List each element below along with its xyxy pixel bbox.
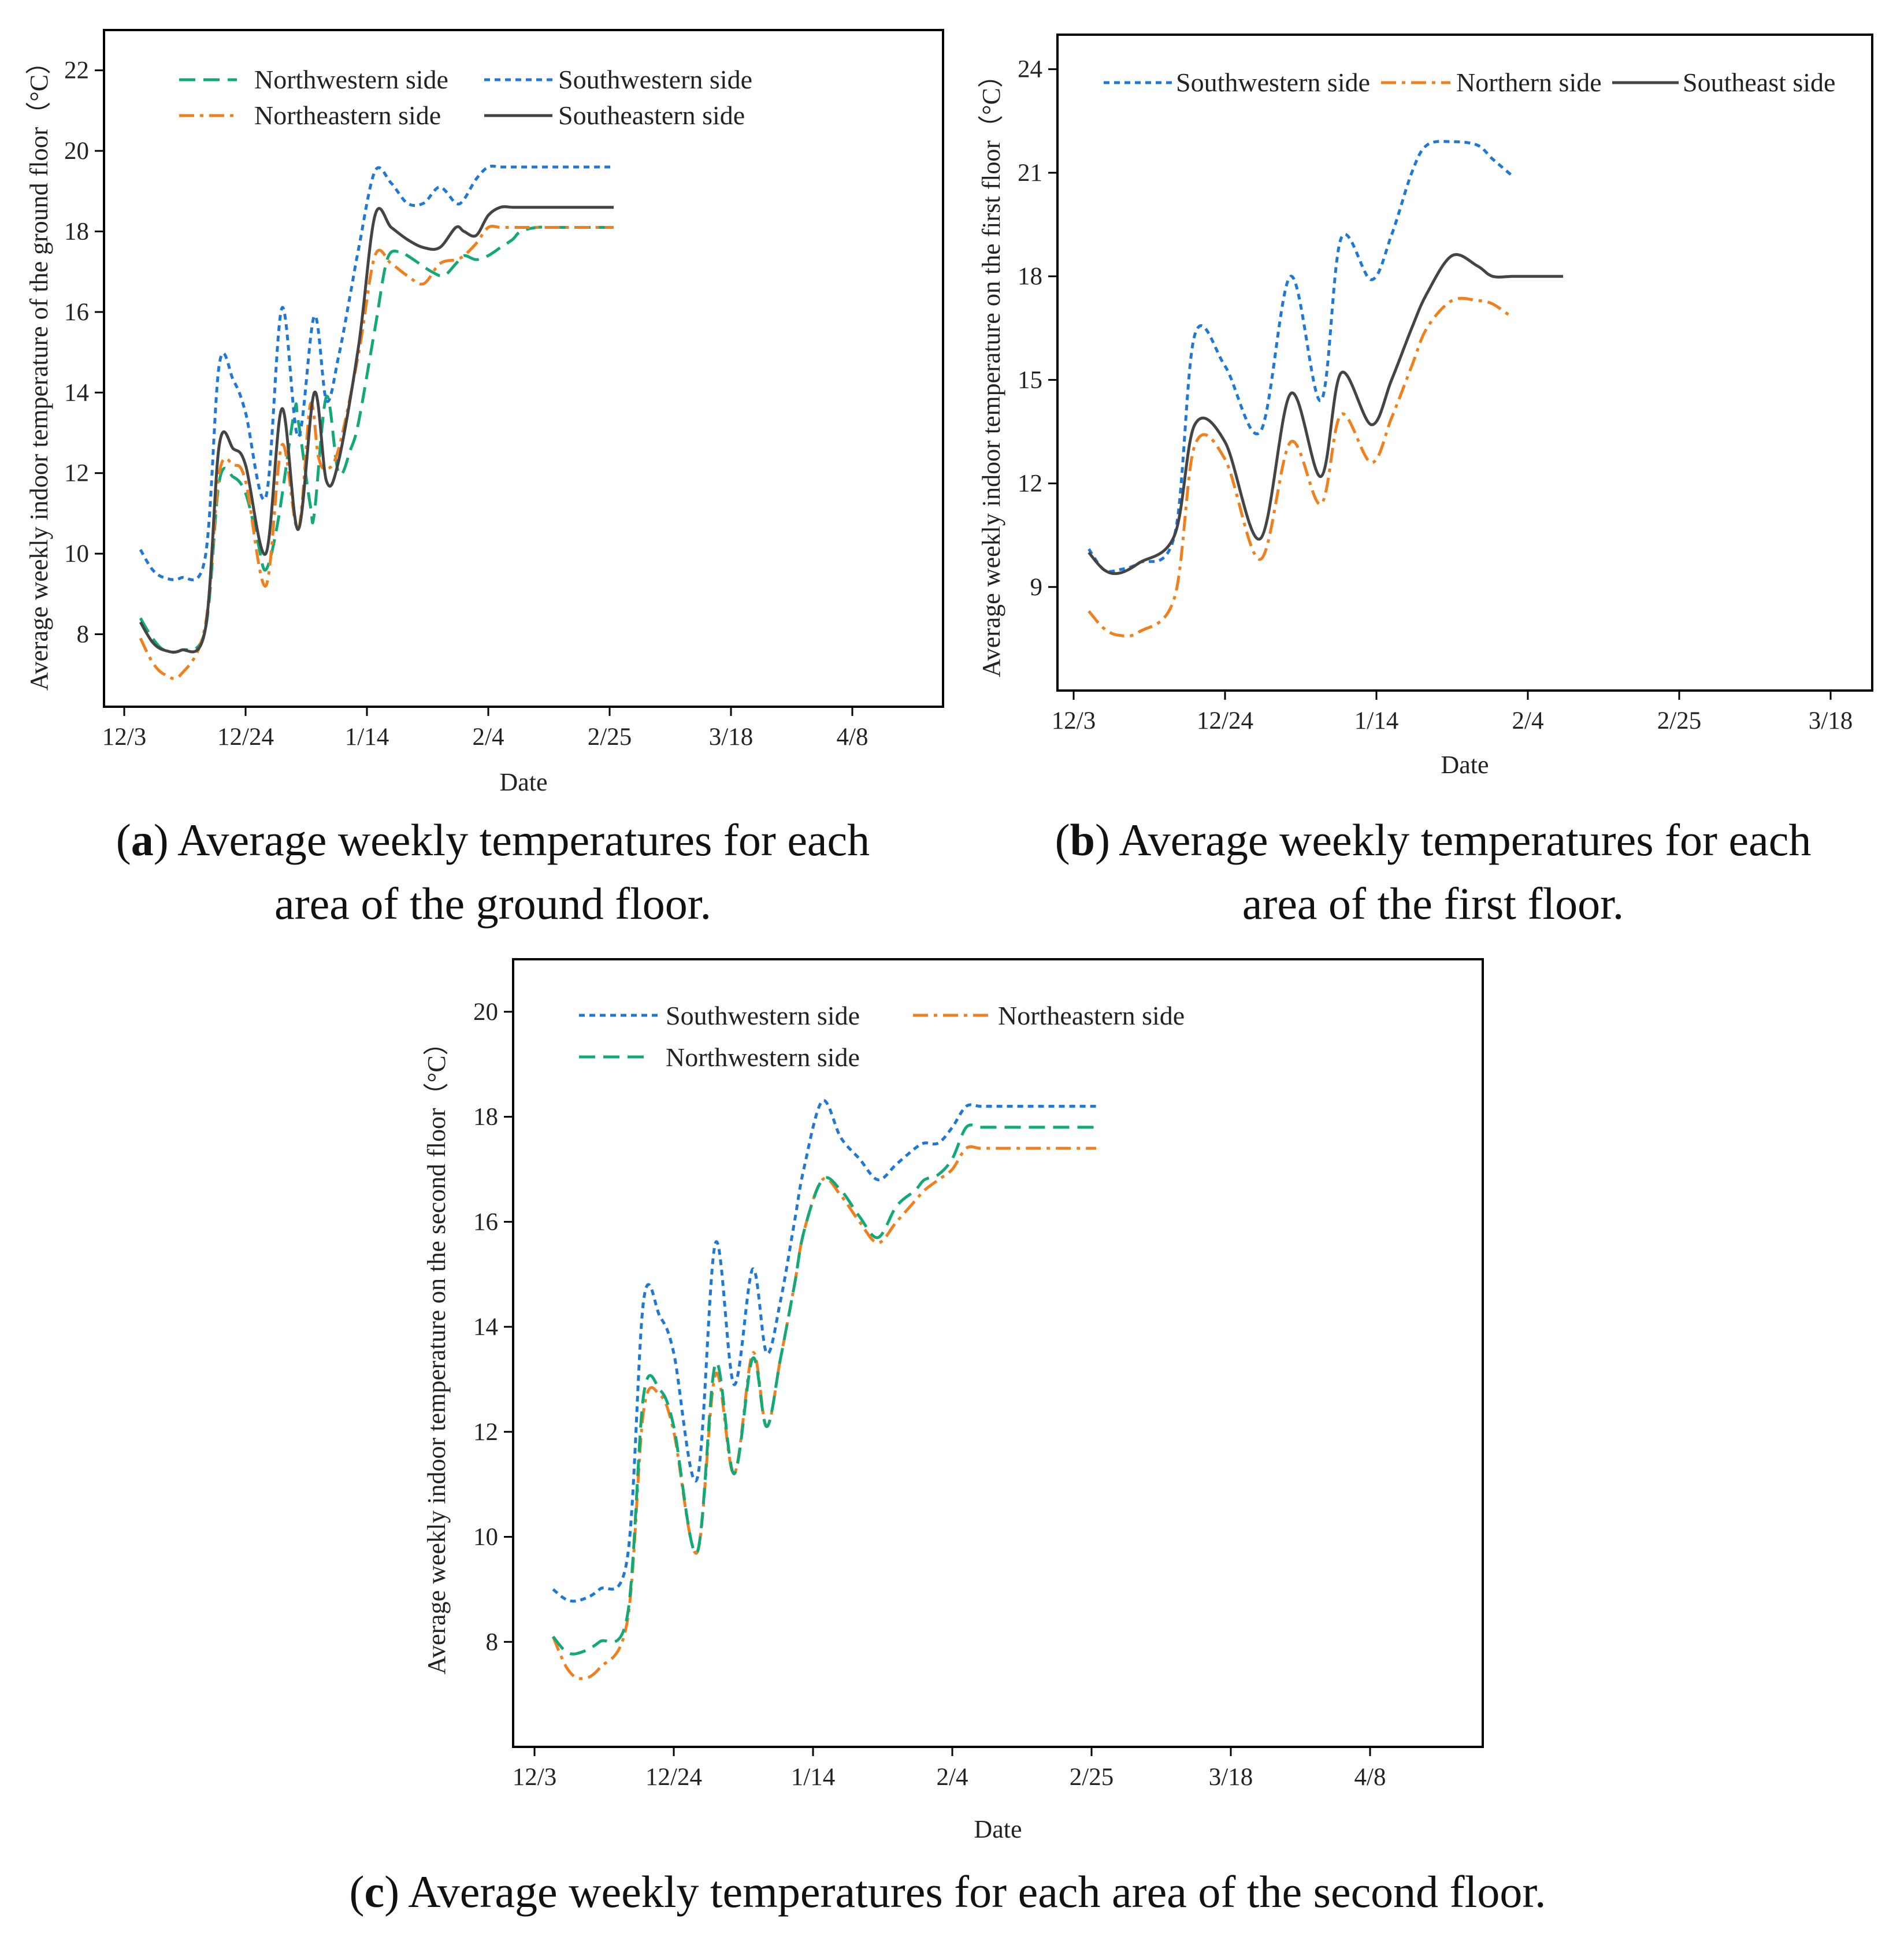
panel-b-y-tick-label: 24 bbox=[1018, 56, 1042, 83]
panel-b-series-lines bbox=[1088, 140, 1564, 638]
panel-c-plot-frame bbox=[512, 958, 1484, 1748]
panel-a-chart: 8 10 12 14 16 18 20 22 12/3 12/24 1/14 2/4 2/25 3/18… bbox=[25, 29, 944, 929]
panel-a-y-tick-label: 10 bbox=[64, 540, 89, 567]
panel-b-x-tick-label: 12/24 bbox=[1197, 707, 1253, 734]
panel-c-legend-northwestern: Northwestern side bbox=[666, 1042, 860, 1072]
panel-b-x-tick-label: 1/14 bbox=[1354, 707, 1398, 734]
panel-b-series-northern-side bbox=[1088, 296, 1514, 638]
panel-c-series-northwestern-side bbox=[552, 1123, 1096, 1656]
panel-a-series-northeastern-side bbox=[139, 224, 614, 680]
panel-b-x-tick-label: 12/3 bbox=[1052, 707, 1096, 734]
panel-b-x-axis: 12/3 12/24 1/14 2/4 2/25 3/18 bbox=[1052, 691, 1853, 734]
panel-b-y-tick-label: 15 bbox=[1018, 366, 1042, 394]
panel-b-y-tick-label: 18 bbox=[1018, 263, 1042, 290]
panel-b-x-tick-label: 2/4 bbox=[1512, 707, 1544, 734]
panel-a-series-southwestern-side bbox=[139, 164, 614, 581]
panel-c-y-tick-label: 18 bbox=[473, 1104, 498, 1131]
panel-c-x-tick-label: 4/8 bbox=[1354, 1764, 1386, 1791]
panel-c-y-axis: 8 10 12 14 16 18 20 bbox=[473, 999, 513, 1656]
panel-b-chart: 9 12 15 18 21 24 12/3 12/24 1/14 2/4 2/25 3/18 Dat… bbox=[977, 34, 1873, 929]
panel-a-y-tick-label: 16 bbox=[64, 299, 89, 326]
panel-a-legend-southeastern: Southeastern side bbox=[558, 101, 745, 130]
panel-a-series-lines bbox=[139, 164, 614, 680]
panel-c-y-tick-label: 20 bbox=[473, 999, 498, 1026]
panel-b-legend: Southwestern side Northern side Southeas… bbox=[1104, 68, 1835, 97]
panel-a-y-label: Average weekly indoor temperature of the… bbox=[25, 49, 53, 691]
panel-c-y-tick-label: 16 bbox=[473, 1208, 498, 1235]
panel-b-plot-frame bbox=[1056, 34, 1873, 692]
panel-c-y-tick-label: 14 bbox=[473, 1313, 498, 1341]
panel-b-legend-northern: Northern side bbox=[1456, 68, 1602, 97]
panel-a-y-tick-label: 8 bbox=[77, 621, 90, 648]
panel-b-x-tick-label: 3/18 bbox=[1809, 707, 1853, 734]
panel-b-caption-line2: area of the first floor. bbox=[1242, 878, 1624, 929]
panel-a-x-label: Date bbox=[499, 768, 547, 796]
panel-a-x-tick-label: 2/4 bbox=[473, 723, 504, 751]
panel-b-caption-line1: (b) Average weekly temperatures for each bbox=[1055, 815, 1812, 865]
panel-b-x-tick-label: 2/25 bbox=[1657, 707, 1701, 734]
panel-a-legend: Northwestern side Southwestern side Nort… bbox=[179, 65, 752, 130]
panel-b-caption-text: Average weekly temperatures for each bbox=[1119, 815, 1811, 865]
panel-c-x-tick-label: 2/4 bbox=[937, 1764, 968, 1791]
panel-a-caption-text: Average weekly temperatures for each bbox=[177, 815, 870, 865]
panel-a-legend-northwestern: Northwestern side bbox=[254, 65, 448, 94]
panel-a-legend-northeastern: Northeastern side bbox=[254, 101, 441, 130]
panel-a-caption-line1: (a) Average weekly temperatures for each bbox=[116, 815, 870, 865]
panel-a-y-tick-label: 12 bbox=[64, 460, 89, 487]
panel-b-series-southeast-side bbox=[1088, 253, 1564, 576]
panel-a-series-northwestern-side bbox=[139, 225, 614, 654]
panel-a-x-tick-label: 4/8 bbox=[837, 723, 869, 751]
panel-c-y-tick-label: 8 bbox=[486, 1628, 499, 1656]
panel-a-y-axis: 8 10 12 14 16 18 20 22 bbox=[64, 57, 104, 648]
panel-a-caption-line2: area of the ground floor. bbox=[274, 878, 711, 929]
panel-c-caption-label: c bbox=[364, 1867, 384, 1917]
panel-b-y-tick-label: 9 bbox=[1030, 574, 1043, 601]
panel-a-legend-southwestern: Southwestern side bbox=[558, 65, 752, 94]
panel-a-y-tick-label: 14 bbox=[64, 379, 89, 406]
panel-a-x-tick-label: 12/24 bbox=[217, 723, 274, 751]
panel-c-x-axis: 12/3 12/24 1/14 2/4 2/25 3/18 4/8 bbox=[513, 1747, 1386, 1791]
panel-c-y-label: Average weekly indoor temperature on the… bbox=[422, 1030, 451, 1674]
panel-c-chart: 8 10 12 14 16 18 20 12/3 12/24 1/14 2/4 2/25 3/18 4/… bbox=[349, 958, 1546, 1917]
panel-c-legend: Southwestern side Northeastern side Nort… bbox=[579, 1001, 1185, 1072]
panel-c-caption-text: Average weekly temperatures for each are… bbox=[408, 1867, 1546, 1917]
panel-a-series-southeastern-side bbox=[139, 205, 614, 654]
panel-b-caption-label: b bbox=[1070, 815, 1095, 865]
panel-c-x-tick-label: 12/24 bbox=[645, 1764, 702, 1791]
panel-c-legend-northeastern: Northeastern side bbox=[998, 1001, 1185, 1030]
panel-c-series-lines bbox=[551, 1099, 1096, 1680]
panel-c-y-tick-label: 10 bbox=[473, 1524, 498, 1551]
panel-c-legend-southwestern: Southwestern side bbox=[666, 1001, 860, 1030]
panel-c-x-tick-label: 1/14 bbox=[791, 1764, 835, 1791]
panel-c-x-label: Date bbox=[974, 1815, 1022, 1843]
panel-c-x-tick-label: 2/25 bbox=[1070, 1764, 1114, 1791]
panel-b-legend-southeast: Southeast side bbox=[1683, 68, 1835, 97]
panel-b-legend-southwestern: Southwestern side bbox=[1176, 68, 1370, 97]
panel-c-series-southwestern-side bbox=[552, 1099, 1096, 1603]
panel-c-series-northeastern-side bbox=[551, 1145, 1096, 1680]
panel-c-x-tick-label: 12/3 bbox=[513, 1764, 556, 1791]
panel-b-y-tick-label: 12 bbox=[1018, 470, 1042, 498]
panel-b-series-southwestern-side bbox=[1088, 140, 1514, 573]
panel-a-plot-frame bbox=[103, 29, 944, 708]
panel-a-x-tick-label: 1/14 bbox=[345, 723, 389, 751]
panel-a-caption-label: a bbox=[131, 815, 154, 865]
panel-a-x-axis: 12/3 12/24 1/14 2/4 2/25 3/18 4/8 bbox=[102, 707, 869, 751]
panel-a-y-tick-label: 18 bbox=[64, 218, 89, 246]
panel-a-y-tick-label: 20 bbox=[64, 138, 89, 165]
panel-b-y-tick-label: 21 bbox=[1018, 159, 1042, 187]
panel-c-y-tick-label: 12 bbox=[473, 1419, 498, 1446]
panel-b-y-axis: 9 12 15 18 21 24 bbox=[1018, 56, 1057, 601]
panel-b-y-label: Average weekly indoor temperature on the… bbox=[977, 62, 1005, 677]
panel-c-caption: (c) Average weekly temperatures for each… bbox=[349, 1867, 1546, 1917]
panel-a-x-tick-label: 2/25 bbox=[588, 723, 632, 751]
panel-a-x-tick-label: 3/18 bbox=[709, 723, 753, 751]
panel-c-x-tick-label: 3/18 bbox=[1209, 1764, 1253, 1791]
panel-a-x-tick-label: 12/3 bbox=[102, 723, 146, 751]
panel-a-y-tick-label: 22 bbox=[64, 57, 89, 84]
panel-b-x-label: Date bbox=[1441, 751, 1489, 779]
